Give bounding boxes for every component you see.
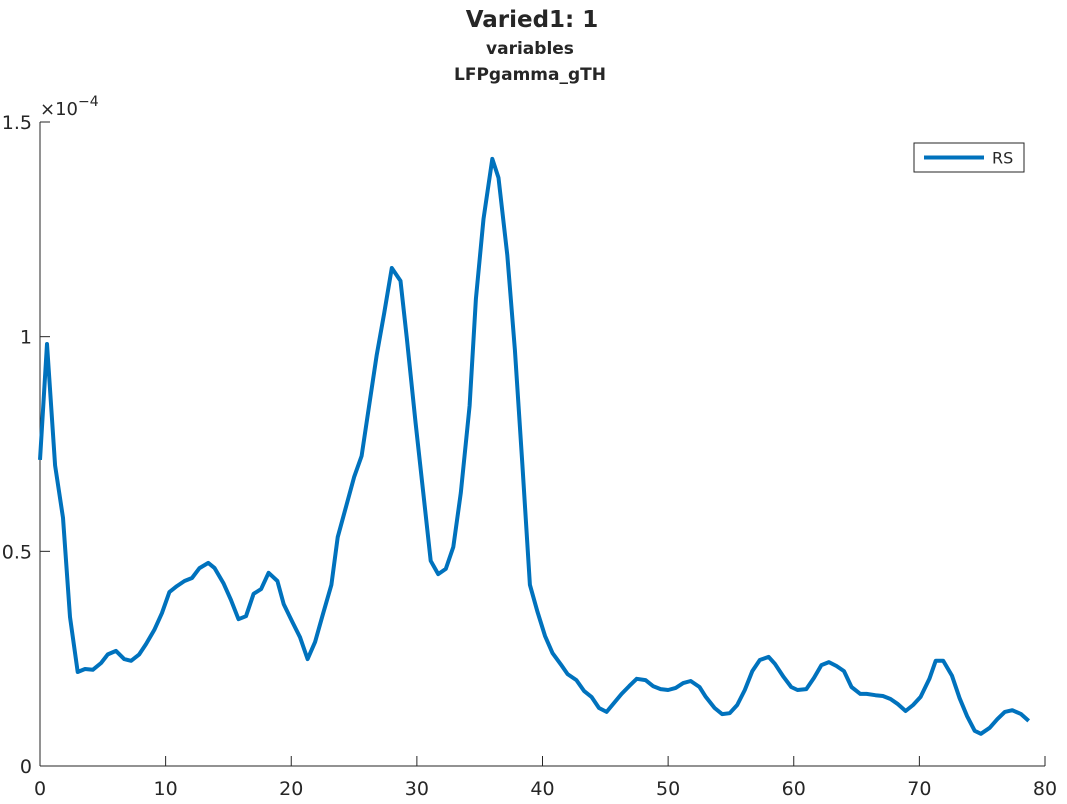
y-tick-label: 0 <box>20 756 32 778</box>
x-tick-label: 0 <box>34 778 46 800</box>
x-tick-label: 30 <box>405 778 429 800</box>
x-tick-label: 20 <box>279 778 303 800</box>
line-series <box>38 156 1031 736</box>
x-tick-label: 70 <box>907 778 931 800</box>
x-tick-label: 80 <box>1033 778 1057 800</box>
y-tick-label: 1 <box>20 327 32 349</box>
y-exponent-base: ×10 <box>40 99 78 120</box>
legend-label: RS <box>992 149 1013 168</box>
y-tick-label: 1.5 <box>2 112 32 134</box>
y-exponent-power: −4 <box>78 94 99 110</box>
x-tick-label: 60 <box>782 778 806 800</box>
chart-subtitle: variables <box>486 39 574 59</box>
chart-title: Varied1: 1 <box>466 7 599 33</box>
y-tick-label: 0.5 <box>2 541 32 563</box>
x-tick-label: 40 <box>530 778 554 800</box>
x-tick-label: 50 <box>656 778 680 800</box>
chart-subtitle: LFPgamma_gTH <box>454 65 606 85</box>
x-tick-label: 10 <box>154 778 178 800</box>
